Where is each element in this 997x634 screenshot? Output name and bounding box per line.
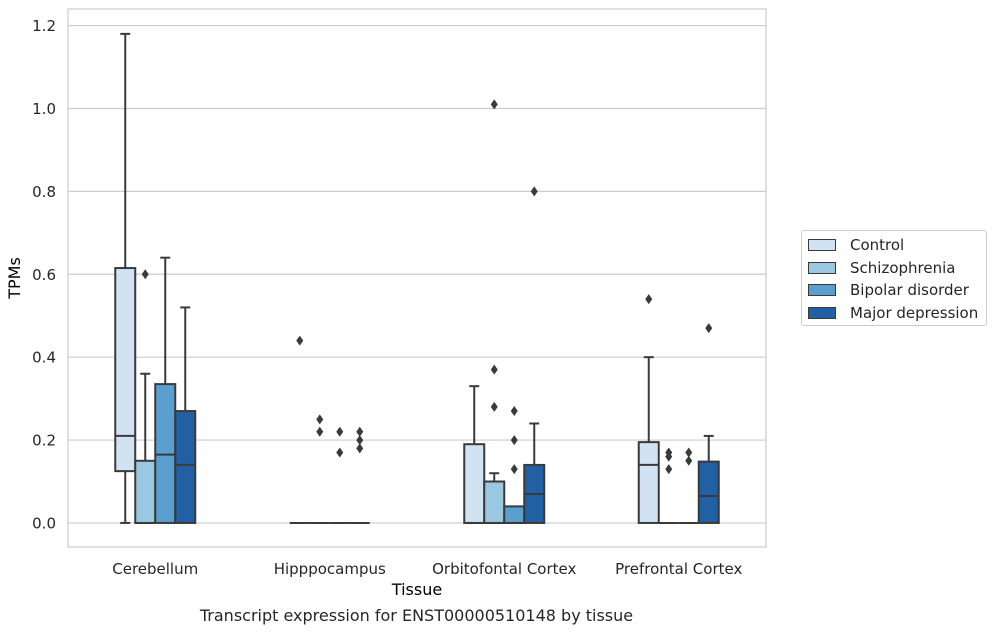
- box-major-depression: [697, 323, 720, 524]
- legend-swatch-bipolar-disorder: [808, 284, 836, 296]
- outlier-point: [356, 426, 364, 437]
- outlier-point: [530, 186, 538, 197]
- box-schizophrenia: [309, 414, 330, 524]
- box-schizophrenia: [483, 99, 506, 524]
- box-control: [637, 294, 660, 524]
- legend-item-control: Control: [808, 235, 904, 255]
- legend-item-schizophrenia: Schizophrenia: [808, 258, 955, 278]
- legend-label-major-depression: Major depression: [850, 304, 979, 322]
- outlier-point: [356, 443, 364, 454]
- box-major-depression: [349, 426, 370, 524]
- legend-swatch-control: [808, 239, 836, 251]
- outlier-point: [705, 323, 713, 334]
- y-tick-label: 0.4: [32, 349, 56, 367]
- legend-label-control: Control: [850, 236, 905, 254]
- iqr-box: [114, 267, 137, 473]
- boxes-layer: [114, 32, 720, 524]
- y-tick-label: 0.2: [32, 432, 56, 450]
- outlier-point: [316, 414, 324, 425]
- outlier-point: [356, 435, 364, 446]
- plot-frame: [67, 8, 767, 548]
- y-tick-label: 0.6: [32, 266, 56, 284]
- outlier-point: [685, 447, 693, 458]
- legend: Control Schizophrenia Bipolar disorder M…: [801, 230, 987, 326]
- x-tick-label: Orbitofontal Cortex: [432, 560, 576, 578]
- legend-swatch-schizophrenia: [808, 262, 836, 274]
- outlier-point: [665, 464, 673, 475]
- outlier-point: [510, 435, 518, 446]
- outlier-point: [490, 401, 498, 412]
- box-control: [463, 385, 486, 524]
- box-control: [289, 335, 310, 524]
- outlier-point: [685, 455, 693, 466]
- legend-item-bipolar-disorder: Bipolar disorder: [808, 280, 969, 300]
- y-tick-label: 1.0: [32, 100, 56, 118]
- outlier-point: [510, 406, 518, 417]
- box-bipolar-disorder: [329, 426, 350, 524]
- iqr-box: [637, 441, 660, 524]
- outlier-point: [645, 294, 653, 305]
- legend-swatch-major-depression: [808, 307, 836, 319]
- iqr-box: [174, 410, 197, 524]
- outlier-point: [316, 426, 324, 437]
- box-bipolar-disorder: [678, 447, 699, 524]
- y-axis-ticks: 0.0 0.2 0.4 0.6 0.8 1.0 1.2: [32, 17, 56, 532]
- box-bipolar-disorder: [503, 406, 526, 524]
- iqr-box: [697, 460, 720, 524]
- box-major-depression: [174, 306, 197, 524]
- x-tick-label: Prefrontal Cortex: [615, 560, 742, 578]
- outlier-point: [296, 335, 304, 346]
- box-schizophrenia: [658, 447, 679, 524]
- iqr-box: [154, 383, 177, 524]
- outlier-point: [665, 451, 673, 462]
- outlier-point: [336, 426, 344, 437]
- outlier-point: [490, 364, 498, 375]
- box-control: [114, 32, 137, 524]
- y-tick-label: 1.2: [32, 17, 56, 35]
- x-axis-label: Tissue: [391, 580, 442, 599]
- box-major-depression: [523, 186, 546, 524]
- x-tick-label: Cerebellum: [112, 560, 198, 578]
- iqr-box: [503, 505, 526, 524]
- y-tick-label: 0.0: [32, 514, 56, 532]
- outlier-point: [336, 447, 344, 458]
- iqr-box: [134, 459, 157, 524]
- figure-caption: Transcript expression for ENST0000051014…: [199, 606, 634, 625]
- y-axis-label: TPMs: [5, 257, 24, 300]
- outlier-point: [510, 464, 518, 475]
- x-tick-label: Hipppocampus: [274, 560, 386, 578]
- outlier-point: [490, 99, 498, 110]
- legend-label-schizophrenia: Schizophrenia: [850, 259, 956, 277]
- x-axis-ticks: Cerebellum Hipppocampus Orbitofontal Corte…: [112, 560, 742, 578]
- box-bipolar-disorder: [154, 256, 177, 524]
- iqr-box: [463, 443, 486, 524]
- legend-label-bipolar-disorder: Bipolar disorder: [850, 281, 969, 299]
- iqr-box: [483, 480, 506, 524]
- box-schizophrenia: [134, 269, 157, 524]
- legend-item-major-depression: Major depression: [808, 303, 978, 323]
- outlier-point: [141, 269, 149, 280]
- y-tick-label: 0.8: [32, 183, 56, 201]
